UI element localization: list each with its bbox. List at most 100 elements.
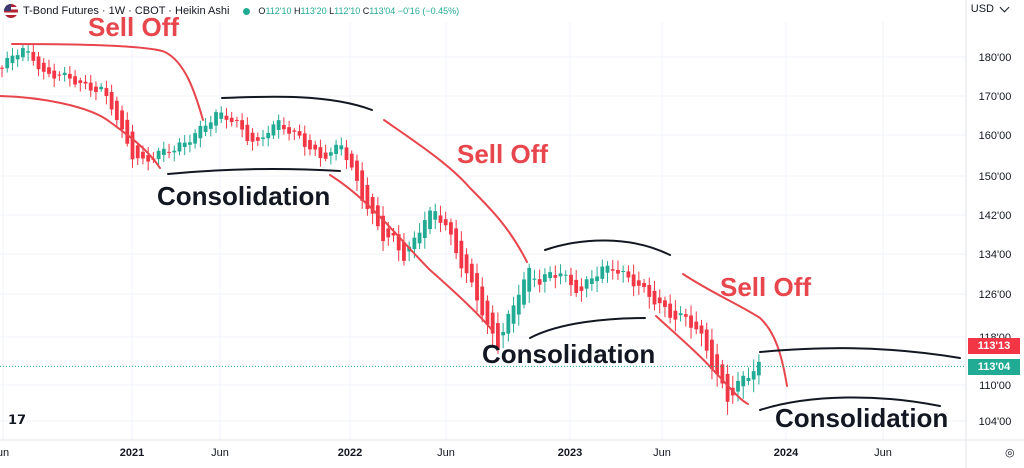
candle: [720, 359, 725, 389]
candle-body: [417, 232, 422, 244]
candle-body: [334, 144, 338, 154]
candle-body: [459, 240, 464, 269]
candle: [5, 51, 10, 73]
candle-body: [281, 125, 286, 130]
candle: [62, 66, 67, 82]
candle-body: [104, 88, 109, 97]
candle-body: [360, 170, 365, 201]
candle-body: [156, 150, 161, 160]
candle-body: [73, 76, 77, 85]
candle-body: [229, 117, 234, 123]
tradingview-logo-icon[interactable]: 𝟭𝟳: [8, 412, 27, 427]
x-tick-label: Jun: [874, 447, 892, 459]
candle-body: [109, 92, 114, 110]
y-tick-label: 150'00: [979, 171, 1012, 183]
candle-body: [694, 321, 699, 330]
candle: [475, 263, 479, 313]
candle: [161, 141, 166, 163]
currency-selector[interactable]: USD: [971, 2, 1010, 15]
candle-body: [402, 242, 406, 261]
candle-body: [255, 137, 260, 141]
chart-header: T-Bond Futures · 1W · CBOT · Heikin Ashi…: [0, 0, 960, 22]
candle-body: [344, 147, 349, 161]
candle-body: [438, 215, 443, 223]
candle: [522, 272, 526, 309]
candle: [402, 233, 406, 266]
candle-body: [542, 274, 547, 282]
candle: [26, 44, 30, 62]
candle: [172, 145, 177, 162]
candle-body: [88, 82, 93, 91]
candle: [323, 144, 328, 162]
candle: [313, 140, 318, 157]
candle-body: [328, 152, 333, 156]
candle-body: [563, 274, 568, 276]
candle: [574, 269, 579, 297]
candle: [621, 265, 626, 283]
x-tick-label: Jun: [211, 447, 229, 459]
candle-body: [647, 285, 652, 297]
annotation-stroke: [11, 43, 204, 121]
candle-body: [454, 228, 459, 254]
candle-body: [381, 215, 385, 242]
candle: [558, 264, 563, 285]
annotation-stroke: [655, 315, 749, 405]
candle-body: [235, 119, 239, 121]
sell-off-annotation: Sell Off: [720, 272, 811, 302]
candle-body: [668, 303, 673, 318]
candle-body: [569, 274, 573, 286]
candle-body: [636, 280, 641, 286]
candle: [616, 260, 620, 280]
candle: [584, 276, 589, 298]
candle: [318, 139, 323, 167]
candle: [673, 300, 678, 332]
annotation-stroke: [329, 174, 493, 331]
candle: [699, 319, 704, 347]
candle: [297, 124, 302, 139]
candle: [428, 206, 432, 235]
candle-body: [83, 81, 88, 84]
candle-body: [245, 124, 250, 142]
candle-body: [433, 211, 438, 220]
candle: [365, 177, 370, 216]
candle-body: [621, 270, 626, 272]
candle-body: [135, 145, 140, 159]
candle-body: [652, 290, 657, 305]
settings-icon[interactable]: ◎: [1005, 447, 1015, 459]
annotation-lines-layer: [0, 43, 961, 411]
candle-body: [710, 339, 714, 369]
y-tick-label: 104'00: [979, 416, 1012, 428]
candle: [485, 295, 490, 335]
candle: [506, 310, 511, 342]
candle-body: [553, 275, 558, 278]
candle-body: [31, 51, 36, 61]
candle: [490, 305, 495, 346]
candle-body: [41, 62, 46, 72]
sell-off-annotation: Sell Off: [457, 139, 548, 169]
candle-body: [188, 142, 192, 145]
candle: [281, 117, 286, 135]
candle: [67, 66, 72, 87]
candle-body: [177, 142, 182, 152]
candle-body: [496, 323, 500, 349]
candle-body: [574, 279, 579, 293]
candle: [99, 82, 104, 92]
candle: [245, 117, 250, 145]
candle: [751, 359, 756, 393]
candle-body: [663, 300, 667, 307]
candle: [240, 113, 245, 138]
candle-body: [219, 112, 224, 119]
us-flag-icon: [4, 4, 18, 18]
candle: [73, 70, 77, 88]
y-tick-label: 134'00: [979, 249, 1012, 261]
candle: [94, 81, 98, 101]
symbol-title[interactable]: T-Bond Futures · 1W · CBOT · Heikin Ashi: [23, 5, 230, 17]
high-price-label: 113'13: [968, 338, 1020, 354]
candle: [344, 140, 349, 169]
candle-body: [704, 329, 709, 351]
candle: [595, 266, 599, 293]
candle: [88, 74, 93, 97]
